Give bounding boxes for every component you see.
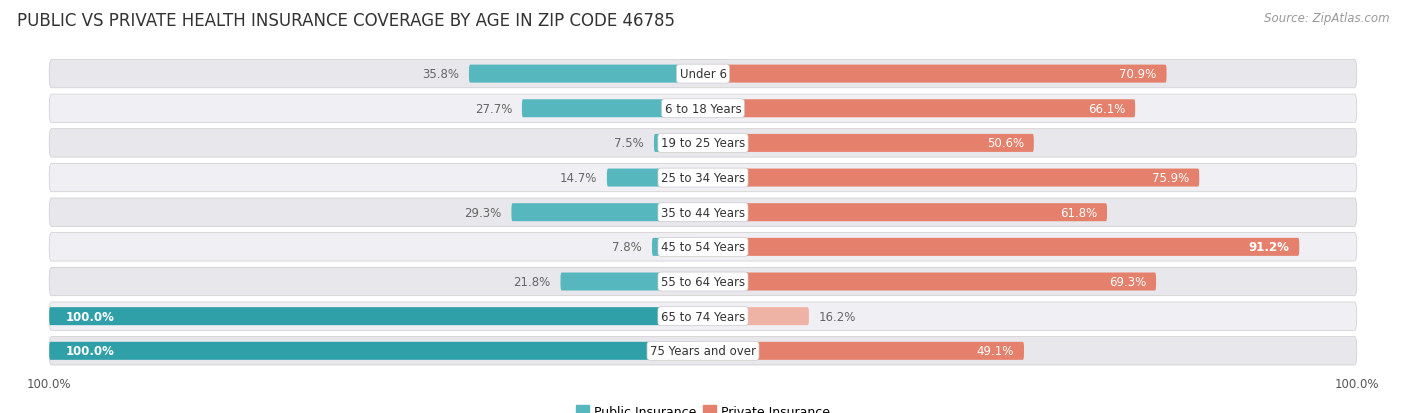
FancyBboxPatch shape	[703, 342, 1024, 360]
FancyBboxPatch shape	[703, 204, 1107, 222]
Text: 66.1%: 66.1%	[1088, 102, 1125, 116]
FancyBboxPatch shape	[49, 60, 1357, 89]
Text: 29.3%: 29.3%	[464, 206, 502, 219]
FancyBboxPatch shape	[703, 307, 808, 325]
Legend: Public Insurance, Private Insurance: Public Insurance, Private Insurance	[571, 400, 835, 413]
Text: 19 to 25 Years: 19 to 25 Years	[661, 137, 745, 150]
FancyBboxPatch shape	[49, 233, 1357, 261]
Text: 7.5%: 7.5%	[614, 137, 644, 150]
FancyBboxPatch shape	[561, 273, 703, 291]
FancyBboxPatch shape	[652, 238, 703, 256]
Text: Under 6: Under 6	[679, 68, 727, 81]
FancyBboxPatch shape	[607, 169, 703, 187]
FancyBboxPatch shape	[49, 95, 1357, 123]
Text: 69.3%: 69.3%	[1109, 275, 1146, 288]
Text: 6 to 18 Years: 6 to 18 Years	[665, 102, 741, 116]
Text: 7.8%: 7.8%	[613, 241, 643, 254]
Text: 70.9%: 70.9%	[1119, 68, 1157, 81]
Text: 16.2%: 16.2%	[818, 310, 856, 323]
FancyBboxPatch shape	[49, 307, 703, 325]
FancyBboxPatch shape	[49, 129, 1357, 158]
Text: 55 to 64 Years: 55 to 64 Years	[661, 275, 745, 288]
Text: 45 to 54 Years: 45 to 54 Years	[661, 241, 745, 254]
Text: 61.8%: 61.8%	[1060, 206, 1097, 219]
FancyBboxPatch shape	[49, 164, 1357, 192]
Text: 25 to 34 Years: 25 to 34 Years	[661, 172, 745, 185]
Text: 75.9%: 75.9%	[1152, 172, 1189, 185]
FancyBboxPatch shape	[49, 302, 1357, 330]
FancyBboxPatch shape	[703, 169, 1199, 187]
FancyBboxPatch shape	[703, 100, 1135, 118]
Text: 35.8%: 35.8%	[422, 68, 460, 81]
Text: 49.1%: 49.1%	[977, 344, 1014, 357]
Text: 14.7%: 14.7%	[560, 172, 598, 185]
FancyBboxPatch shape	[703, 238, 1299, 256]
FancyBboxPatch shape	[703, 135, 1033, 152]
FancyBboxPatch shape	[703, 273, 1156, 291]
Text: 100.0%: 100.0%	[66, 344, 114, 357]
FancyBboxPatch shape	[49, 342, 703, 360]
Text: 50.6%: 50.6%	[987, 137, 1024, 150]
Text: 35 to 44 Years: 35 to 44 Years	[661, 206, 745, 219]
FancyBboxPatch shape	[654, 135, 703, 152]
FancyBboxPatch shape	[522, 100, 703, 118]
FancyBboxPatch shape	[49, 199, 1357, 227]
Text: 65 to 74 Years: 65 to 74 Years	[661, 310, 745, 323]
Text: 100.0%: 100.0%	[66, 310, 114, 323]
Text: 21.8%: 21.8%	[513, 275, 551, 288]
FancyBboxPatch shape	[49, 268, 1357, 296]
FancyBboxPatch shape	[703, 65, 1167, 83]
FancyBboxPatch shape	[470, 65, 703, 83]
Text: 27.7%: 27.7%	[475, 102, 512, 116]
Text: 75 Years and over: 75 Years and over	[650, 344, 756, 357]
Text: Source: ZipAtlas.com: Source: ZipAtlas.com	[1264, 12, 1389, 25]
Text: 91.2%: 91.2%	[1249, 241, 1289, 254]
Text: PUBLIC VS PRIVATE HEALTH INSURANCE COVERAGE BY AGE IN ZIP CODE 46785: PUBLIC VS PRIVATE HEALTH INSURANCE COVER…	[17, 12, 675, 30]
FancyBboxPatch shape	[512, 204, 703, 222]
FancyBboxPatch shape	[49, 337, 1357, 365]
